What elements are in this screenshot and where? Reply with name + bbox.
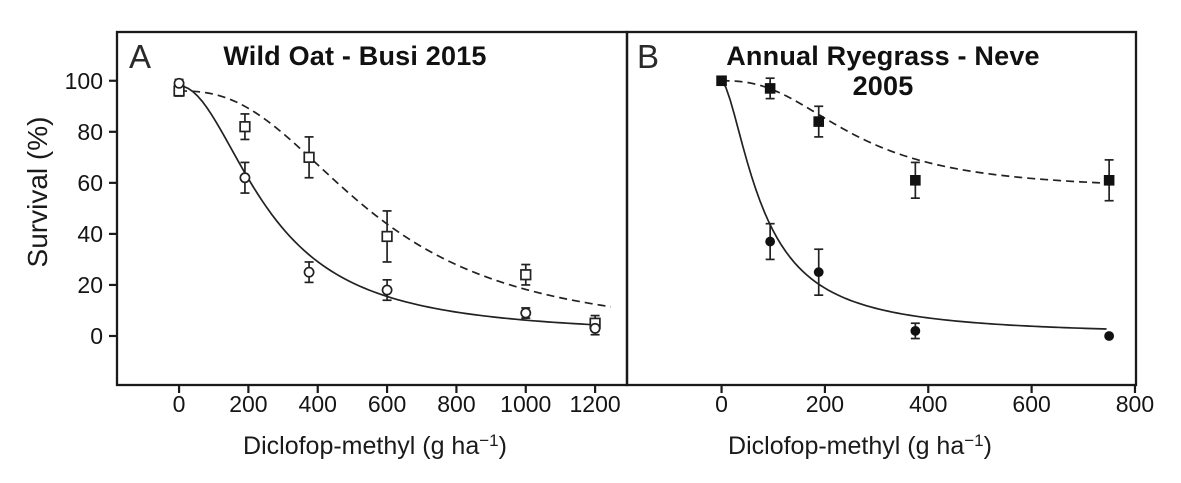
data-point-filled-circle xyxy=(765,236,776,247)
data-point-filled-circle xyxy=(1104,331,1115,341)
y-tick-label: 40 xyxy=(77,221,103,247)
data-point-open-circle xyxy=(173,77,185,89)
data-point-open-square xyxy=(303,151,315,163)
x-tick-label: 400 xyxy=(299,391,337,417)
x-tick-label: 200 xyxy=(806,391,844,417)
fit-curve-solid xyxy=(720,80,1107,330)
data-point-filled-square xyxy=(910,174,921,186)
fit-curve-dashed xyxy=(721,79,1111,185)
data-point-filled-square xyxy=(1103,174,1115,186)
x-label-text: Diclofop-methyl (g ha xyxy=(243,432,480,460)
x-axis-label-panel-a: Diclofop-methyl (g ha−1) xyxy=(175,432,575,461)
y-tick-label: 80 xyxy=(77,119,103,145)
data-point-filled-square xyxy=(764,83,776,94)
y-tick-label: 60 xyxy=(77,170,103,196)
x-axis-label-panel-b: Diclofop-methyl (g ha−1) xyxy=(660,432,1060,461)
x-tick-label: 400 xyxy=(909,391,947,417)
panel-a-axes-box xyxy=(115,30,629,387)
y-tick-label: 0 xyxy=(90,323,103,349)
y-tick-label: 100 xyxy=(65,68,103,94)
x-tick-label: 1000 xyxy=(500,391,551,417)
data-point-open-circle xyxy=(303,266,315,278)
data-point-filled-circle xyxy=(813,267,824,278)
y-axis-label: Survival (%) xyxy=(22,116,53,268)
x-label-close-paren: ) xyxy=(983,432,992,460)
data-point-filled-square xyxy=(813,116,825,127)
panel-b-axes-box xyxy=(625,30,1138,387)
data-point-filled-circle xyxy=(716,75,727,86)
data-point-open-circle xyxy=(381,284,393,296)
data-point-open-square xyxy=(520,269,532,281)
panel-b-letter: B xyxy=(637,38,660,75)
x-label-text: Diclofop-methyl (g ha xyxy=(728,432,965,460)
x-tick-label: 800 xyxy=(437,391,475,417)
x-tick-label: 0 xyxy=(715,391,728,417)
data-point-filled-circle xyxy=(910,325,921,336)
x-tick-label: 200 xyxy=(229,391,267,417)
data-point-open-square xyxy=(381,230,393,243)
x-label-superscript: −1 xyxy=(479,430,499,450)
fit-curve-dashed xyxy=(179,90,611,308)
panel-b-title: Annual Ryegrass - Neve 2005 xyxy=(726,41,1040,101)
x-tick-label: 600 xyxy=(1012,391,1050,417)
panel-a-letter: A xyxy=(129,38,152,75)
x-tick-label: 1200 xyxy=(570,391,621,417)
x-tick-label: 800 xyxy=(1116,391,1154,417)
data-point-open-circle xyxy=(589,322,601,334)
x-tick-label: 600 xyxy=(368,391,406,417)
x-label-superscript: −1 xyxy=(964,430,984,450)
data-point-open-circle xyxy=(239,172,251,184)
x-label-close-paren: ) xyxy=(498,432,507,460)
data-point-open-square xyxy=(239,121,251,133)
data-point-open-circle xyxy=(520,307,532,319)
x-tick-label: 0 xyxy=(173,391,186,417)
y-tick-label: 20 xyxy=(77,272,103,298)
panel-a-title: Wild Oat - Busi 2015 xyxy=(223,41,487,71)
